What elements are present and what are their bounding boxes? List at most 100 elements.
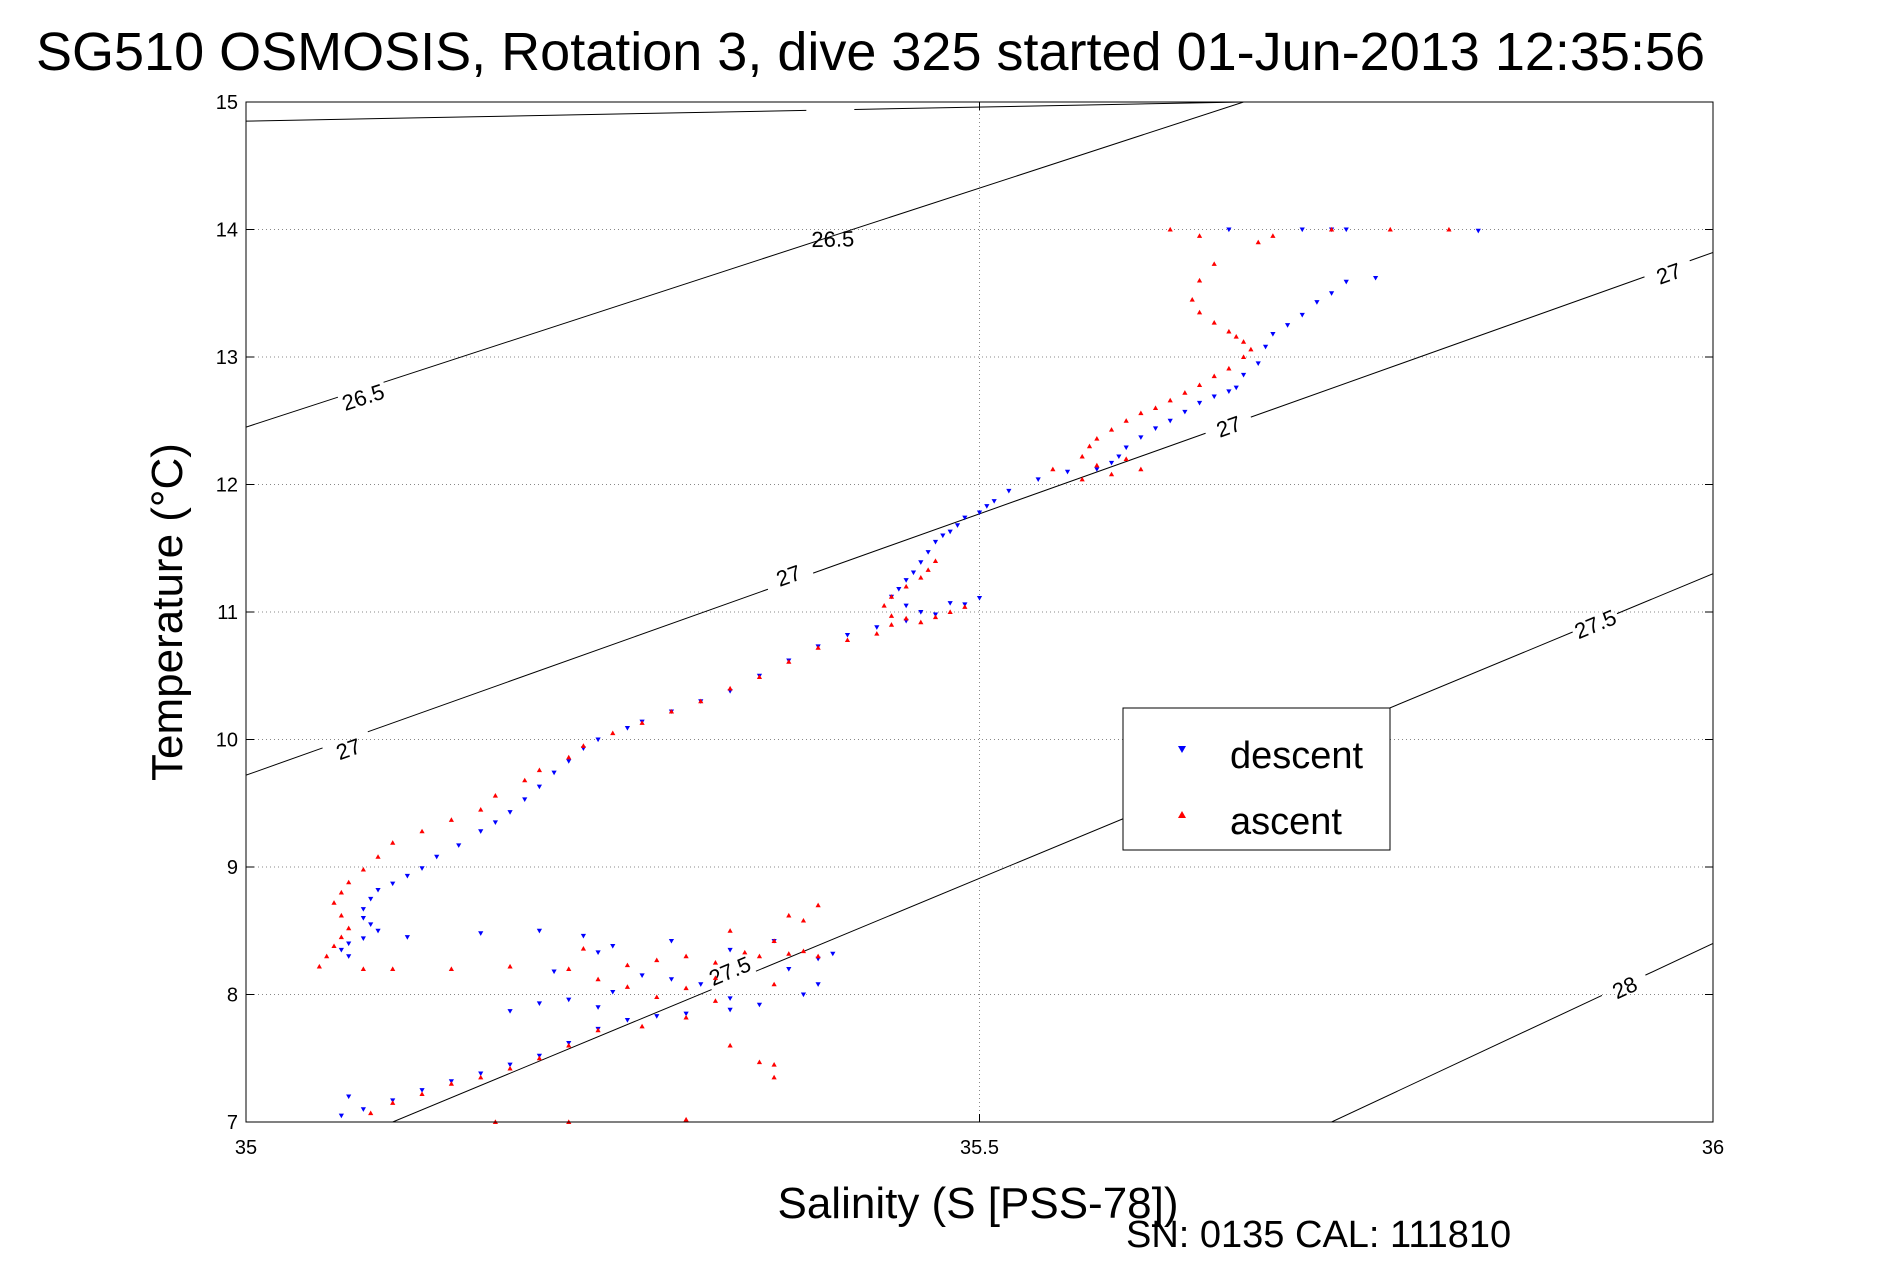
x-tick-label: 35 bbox=[235, 1137, 257, 1159]
ascent-point bbox=[1233, 334, 1239, 339]
descent-point bbox=[1314, 300, 1320, 305]
descent-point bbox=[390, 881, 396, 887]
descent-point bbox=[1299, 227, 1305, 233]
legend-descent-marker bbox=[1178, 746, 1186, 753]
ascent-point bbox=[390, 966, 396, 971]
descent-point bbox=[727, 1007, 733, 1013]
descent-point bbox=[727, 996, 733, 1001]
y-tick-label: 15 bbox=[216, 92, 238, 114]
ascent-point bbox=[1138, 466, 1144, 472]
ascent-point bbox=[1196, 277, 1203, 283]
descent-point bbox=[368, 922, 374, 927]
descent-point bbox=[903, 578, 909, 583]
density-contour-line bbox=[367, 588, 769, 733]
density-contour-line bbox=[854, 102, 1244, 110]
ascent-point bbox=[903, 615, 909, 621]
ascent-point bbox=[1211, 373, 1217, 379]
ascent-point bbox=[566, 754, 572, 760]
ascent-point bbox=[683, 1116, 689, 1122]
descent-point bbox=[595, 1005, 601, 1010]
ascent-point bbox=[1328, 226, 1335, 232]
descent-point bbox=[1284, 323, 1291, 328]
ascent-point bbox=[1240, 339, 1247, 344]
ascent-point bbox=[1138, 410, 1144, 416]
ascent-point bbox=[1196, 233, 1203, 238]
ascent-point bbox=[756, 674, 763, 680]
legend-ascent-label: ascent bbox=[1230, 801, 1342, 843]
ascent-point bbox=[727, 1042, 733, 1048]
descent-point bbox=[1372, 275, 1379, 281]
descent-point bbox=[932, 539, 939, 545]
descent-point bbox=[1064, 469, 1071, 475]
ascent-point bbox=[390, 840, 396, 845]
y-axis-label: Temperature (°C) bbox=[143, 443, 192, 781]
descent-point bbox=[522, 797, 528, 803]
descent-point bbox=[1226, 227, 1232, 233]
ascent-point bbox=[331, 943, 337, 949]
descent-point bbox=[925, 550, 931, 555]
descent-point bbox=[1211, 394, 1217, 400]
descent-point bbox=[566, 759, 572, 764]
ascent-point bbox=[786, 951, 792, 956]
ascent-point bbox=[1094, 436, 1100, 441]
descent-point bbox=[1270, 332, 1276, 337]
ascent-point bbox=[683, 1014, 689, 1020]
ascent-point bbox=[1196, 382, 1203, 388]
y-tick-label: 9 bbox=[227, 857, 238, 879]
ascent-point bbox=[346, 879, 352, 885]
y-tick-label: 11 bbox=[217, 602, 238, 624]
y-tick-label: 10 bbox=[216, 730, 238, 752]
ascent-point bbox=[580, 946, 587, 951]
ascent-point bbox=[1094, 462, 1100, 468]
ascent-point bbox=[712, 960, 719, 965]
ascent-point bbox=[1226, 328, 1232, 334]
ascent-point bbox=[756, 953, 763, 959]
descent-point bbox=[984, 504, 990, 509]
descent-point bbox=[1475, 228, 1481, 234]
descent-point bbox=[360, 907, 366, 912]
descent-point bbox=[566, 997, 572, 1003]
ascent-point bbox=[390, 1100, 396, 1105]
descent-point bbox=[507, 810, 513, 815]
x-tick-label: 36 bbox=[1702, 1137, 1724, 1159]
ascent-point bbox=[668, 708, 675, 714]
descent-point bbox=[536, 1001, 542, 1007]
descent-point bbox=[346, 954, 352, 959]
x-tick-label: 35.5 bbox=[960, 1137, 999, 1159]
descent-point bbox=[991, 499, 997, 504]
descent-point bbox=[507, 1009, 513, 1014]
ascent-point bbox=[683, 953, 689, 959]
ascent-point bbox=[360, 866, 366, 872]
descent-point bbox=[360, 1107, 366, 1112]
grid-lines bbox=[246, 102, 1713, 1122]
ascent-point bbox=[1123, 456, 1129, 461]
legend-ascent-marker bbox=[1178, 811, 1186, 818]
descent-point bbox=[1328, 291, 1335, 296]
ascent-point bbox=[771, 1074, 777, 1080]
descent-point bbox=[1226, 389, 1232, 395]
ascent-point bbox=[639, 720, 645, 725]
density-contour-line bbox=[246, 109, 807, 122]
descent-point bbox=[1233, 385, 1239, 391]
ascent-point bbox=[448, 966, 454, 971]
ascent-point bbox=[925, 567, 931, 572]
density-contour-line bbox=[246, 396, 339, 428]
ascent-point bbox=[595, 976, 601, 982]
ascent-point bbox=[712, 998, 719, 1003]
ascent-point bbox=[639, 1023, 645, 1029]
descent-point bbox=[683, 1011, 689, 1017]
y-tick-label: 13 bbox=[216, 347, 238, 369]
ascent-point bbox=[815, 902, 821, 908]
descent-point bbox=[976, 510, 983, 516]
descent-point bbox=[918, 560, 924, 565]
descent-point bbox=[536, 928, 542, 934]
ascent-point bbox=[962, 604, 968, 609]
ascent-point bbox=[1226, 365, 1232, 371]
ascent-point bbox=[1255, 239, 1261, 245]
descent-point bbox=[610, 989, 616, 995]
descent-point bbox=[1182, 409, 1188, 415]
ascent-point bbox=[507, 963, 513, 969]
descent-point bbox=[404, 935, 410, 940]
